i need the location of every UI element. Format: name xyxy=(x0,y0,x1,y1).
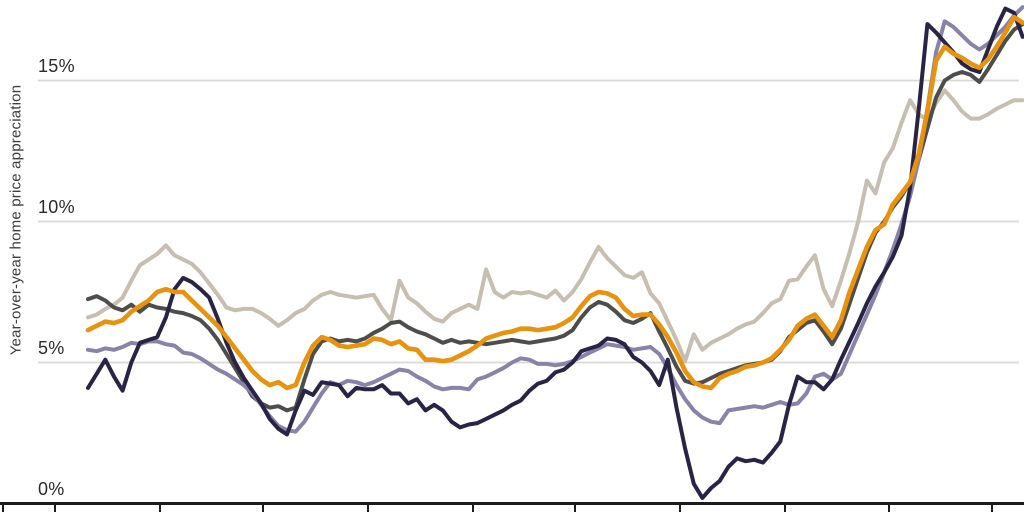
y-axis-title: Year-over-year home price appreciation xyxy=(7,84,25,356)
series-line-slate xyxy=(86,5,1024,434)
series-line-orange xyxy=(85,14,1024,391)
y-tick-label-10: 10% xyxy=(38,196,75,217)
series-line-gray xyxy=(86,22,1024,413)
y-tick-label-5: 5% xyxy=(38,337,65,358)
y-tick-label-15: 15% xyxy=(38,55,75,76)
series-line-beige xyxy=(86,88,1024,364)
series-line-navy xyxy=(86,6,1024,500)
y-tick-label-0: 0% xyxy=(38,478,65,499)
